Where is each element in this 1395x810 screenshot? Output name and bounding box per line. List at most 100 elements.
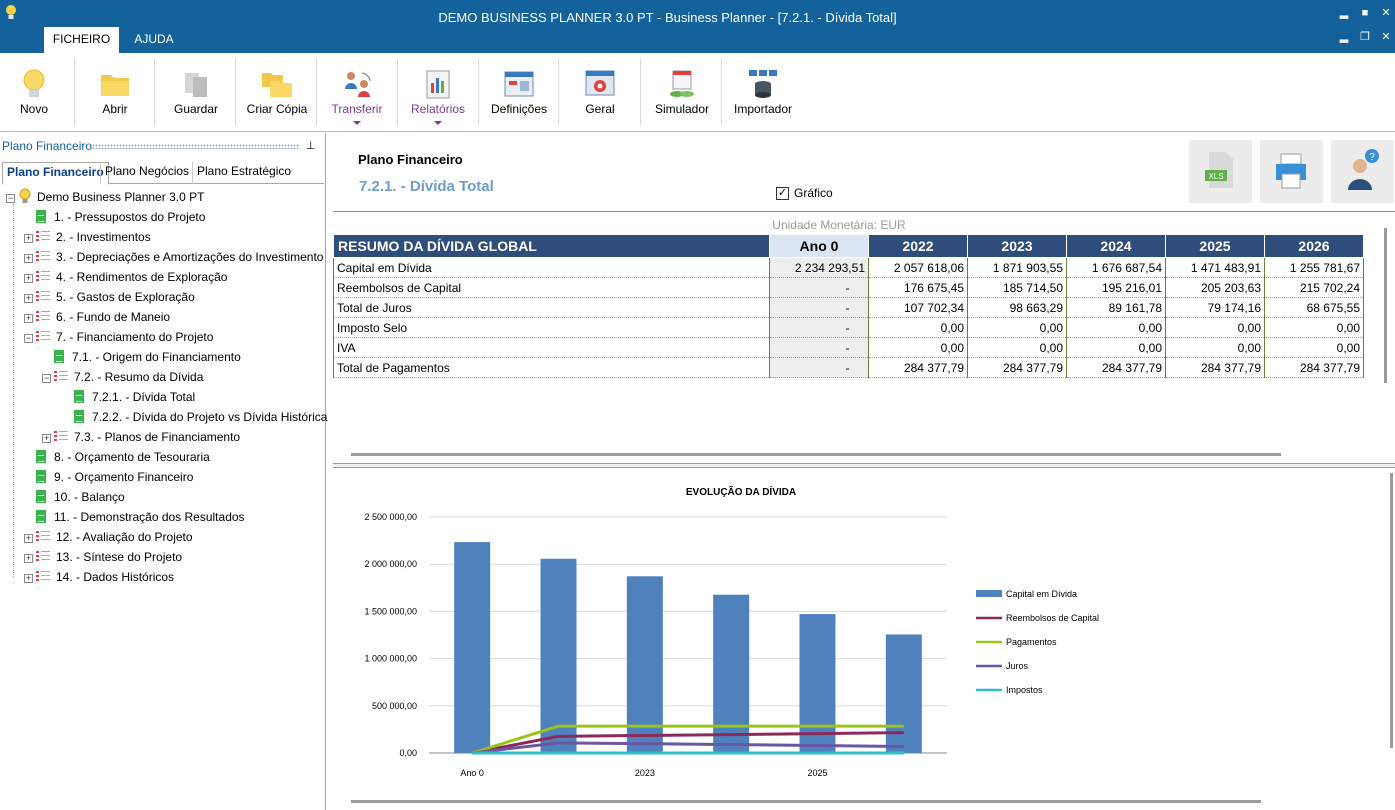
tree-item[interactable]: 7.1. - Origem do Financiamento [42, 347, 241, 367]
table-cell[interactable]: 0,00 [1066, 317, 1166, 338]
table-cell[interactable]: 1 871 903,55 [967, 257, 1067, 278]
table-cell[interactable]: 284 377,79 [868, 357, 968, 378]
chart-horizontal-scrollbar[interactable] [351, 800, 1261, 803]
table-cell[interactable]: 284 377,79 [967, 357, 1067, 378]
panel-splitter[interactable] [333, 463, 1395, 468]
guardar-button[interactable]: Guardar [158, 53, 234, 132]
tree-item[interactable]: 7.2.1. - Dívida Total [62, 387, 195, 407]
table-cell[interactable]: 68 675,55 [1264, 297, 1364, 318]
tree-item[interactable]: − Demo Business Planner 3.0 PT [6, 187, 204, 207]
table-cell[interactable]: 2 234 293,51 [769, 257, 869, 278]
tree-item[interactable]: +6. - Fundo de Maneio [24, 307, 170, 327]
table-cell[interactable]: - [769, 317, 869, 338]
expand-icon[interactable]: + [24, 253, 33, 263]
geral-button[interactable]: Geral [560, 53, 640, 132]
transferir-button[interactable]: Transferir [318, 53, 396, 132]
table-cell[interactable]: 79 174,16 [1165, 297, 1265, 318]
definicoes-button[interactable]: Definições [480, 53, 558, 132]
child-minimize-icon[interactable]: ▂ [1339, 31, 1349, 43]
table-cell[interactable]: 284 377,79 [1264, 357, 1364, 378]
table-cell[interactable]: - [769, 277, 869, 298]
tab-plano-negocios[interactable]: Plano Negócios [100, 162, 193, 184]
help-user-button[interactable]: ? [1331, 140, 1394, 203]
tree-item[interactable]: 7.2.2. - Dívida do Projeto vs Dívida His… [62, 407, 327, 427]
child-restore-icon[interactable]: ❐ [1360, 31, 1370, 43]
table-cell[interactable]: 195 216,01 [1066, 277, 1166, 298]
tree-item[interactable]: 10. - Balanço [24, 487, 125, 507]
expand-icon[interactable]: + [24, 313, 33, 323]
table-cell[interactable]: - [769, 337, 869, 358]
print-button[interactable] [1260, 140, 1323, 203]
table-cell[interactable]: 89 161,78 [1066, 297, 1166, 318]
collapse-icon[interactable]: − [42, 373, 51, 383]
child-close-icon[interactable]: ✕ [1381, 31, 1391, 43]
tree-item[interactable]: +14. - Dados Históricos [24, 567, 174, 587]
table-cell[interactable]: 215 702,24 [1264, 277, 1364, 298]
expand-icon[interactable]: + [24, 233, 33, 243]
table-cell[interactable]: 0,00 [868, 317, 968, 338]
table-cell[interactable]: 2 057 618,06 [868, 257, 968, 278]
table-cell[interactable]: 0,00 [1165, 317, 1265, 338]
pin-icon[interactable]: ⊥ [306, 140, 316, 152]
collapse-icon[interactable]: − [24, 333, 33, 343]
relatorios-dropdown-icon[interactable] [434, 121, 442, 125]
table-cell[interactable]: 284 377,79 [1165, 357, 1265, 378]
relatorios-button[interactable]: Relatórios [399, 53, 477, 132]
expand-icon[interactable]: + [24, 553, 33, 563]
table-cell[interactable]: 1 255 781,67 [1264, 257, 1364, 278]
pane-grip[interactable] [92, 144, 300, 149]
collapse-icon[interactable]: − [6, 193, 15, 203]
table-cell[interactable]: - [769, 297, 869, 318]
table-cell[interactable]: 0,00 [967, 337, 1067, 358]
tree-item[interactable]: +2. - Investimentos [24, 227, 151, 247]
table-cell[interactable]: 0,00 [1165, 337, 1265, 358]
tree-item[interactable]: +4. - Rendimentos de Exploração [24, 267, 227, 287]
table-cell[interactable]: 0,00 [1264, 337, 1364, 358]
tree-item[interactable]: 11. - Demonstração dos Resultados [24, 507, 245, 527]
chart-vertical-scrollbar[interactable] [1390, 473, 1393, 748]
tree-item[interactable]: +7.3. - Planos de Financiamento [42, 427, 240, 447]
table-cell[interactable]: 0,00 [1264, 317, 1364, 338]
menu-tab-ajuda[interactable]: AJUDA [134, 32, 174, 46]
importador-button[interactable]: Importador [723, 53, 803, 132]
novo-button[interactable]: Novo [0, 53, 68, 132]
tree-item[interactable]: − 7.2. - Resumo da Dívida [42, 367, 203, 387]
expand-icon[interactable]: + [24, 293, 33, 303]
grafico-checkbox[interactable]: ✓ [776, 187, 789, 200]
table-cell[interactable]: - [769, 357, 869, 378]
criar-copia-button[interactable]: Criar Cópia [238, 53, 316, 132]
expand-icon[interactable]: + [24, 273, 33, 283]
table-cell[interactable]: 0,00 [967, 317, 1067, 338]
tree-item[interactable]: +5. - Gastos de Exploração [24, 287, 195, 307]
tree-item[interactable]: 9. - Orçamento Financeiro [24, 467, 193, 487]
table-cell[interactable]: 185 714,50 [967, 277, 1067, 298]
table-cell[interactable]: 284 377,79 [1066, 357, 1166, 378]
table-cell[interactable]: 176 675,45 [868, 277, 968, 298]
grafico-checkbox-label[interactable]: Gráfico [794, 186, 833, 200]
table-cell[interactable]: 205 203,63 [1165, 277, 1265, 298]
minimize-icon[interactable]: ▂ [1339, 7, 1349, 19]
table-cell[interactable]: 98 663,29 [967, 297, 1067, 318]
table-cell[interactable]: 1 676 687,54 [1066, 257, 1166, 278]
table-cell[interactable]: 1 471 483,91 [1165, 257, 1265, 278]
table-cell[interactable]: 0,00 [868, 337, 968, 358]
tree-item[interactable]: 1. - Pressupostos do Projeto [24, 207, 205, 227]
tab-plano-financeiro[interactable]: Plano Financeiro [2, 162, 109, 185]
expand-icon[interactable]: + [42, 433, 51, 443]
tree-item[interactable]: 8. - Orçamento de Tesouraria [24, 447, 210, 467]
tree-item[interactable]: +13. - Síntese do Projeto [24, 547, 182, 567]
expand-icon[interactable]: + [24, 573, 33, 583]
export-xls-button[interactable]: XLS [1189, 140, 1252, 203]
table-vertical-scrollbar[interactable] [1384, 228, 1387, 383]
close-icon[interactable]: ✕ [1381, 7, 1391, 19]
menu-tab-ficheiro[interactable]: FICHEIRO [44, 27, 119, 53]
tree-item[interactable]: +12. - Avaliação do Projeto [24, 527, 193, 547]
expand-icon[interactable]: + [24, 533, 33, 543]
tree-item[interactable]: − 7. - Financiamento do Projeto [24, 327, 213, 347]
tree-item[interactable]: +3. - Depreciações e Amortizações do Inv… [24, 247, 323, 267]
maximize-icon[interactable]: ■ [1361, 7, 1369, 19]
table-cell[interactable]: 0,00 [1066, 337, 1166, 358]
simulador-button[interactable]: Simulador [642, 53, 722, 132]
transferir-dropdown-icon[interactable] [353, 121, 361, 125]
abrir-button[interactable]: Abrir [78, 53, 152, 132]
